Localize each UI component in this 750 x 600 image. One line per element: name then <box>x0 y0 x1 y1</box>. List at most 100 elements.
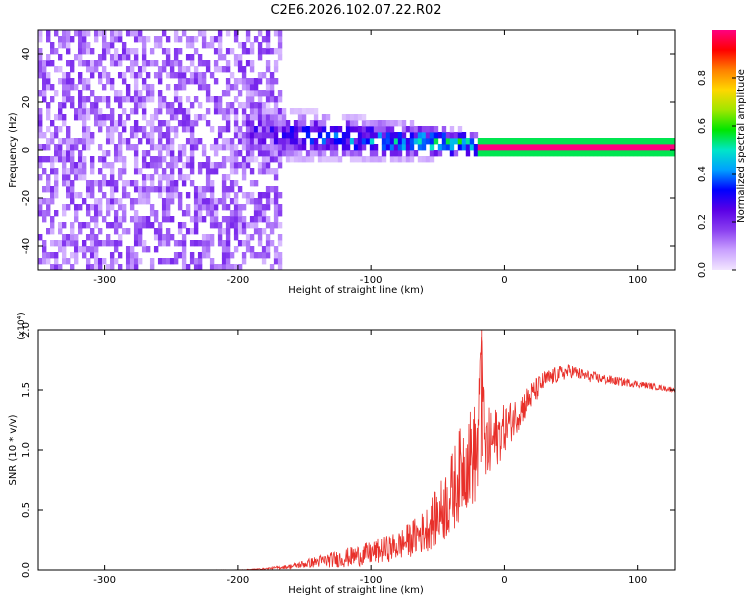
spectrogram-cell <box>361 114 367 121</box>
spectrogram-cell <box>205 210 211 217</box>
spectrogram-cell <box>213 150 219 157</box>
spectrogram-cell <box>189 240 195 247</box>
spectrogram-cell <box>553 144 559 151</box>
spectrogram-cell <box>109 108 115 115</box>
spectrogram-cell <box>273 258 279 265</box>
spectrogram-cell <box>237 186 243 193</box>
spectrogram-cell <box>161 120 167 127</box>
spectrogram-cell <box>193 96 199 103</box>
spectrogram-cell <box>429 156 435 163</box>
spectrogram-cell <box>73 168 79 175</box>
spectrogram-cell <box>113 36 119 43</box>
spectrogram-cell <box>297 126 303 133</box>
spectrogram-cell <box>46 78 51 85</box>
spectrogram-cell <box>101 48 107 55</box>
spectrogram-cell <box>213 60 219 67</box>
spectrogram-cell <box>429 126 435 133</box>
spectrogram-cell <box>185 108 191 115</box>
spectrogram-cell <box>173 252 179 259</box>
spectrogram-cell <box>489 138 495 145</box>
spectrogram-cell <box>61 258 67 265</box>
spectrogram-cell <box>613 150 619 157</box>
spectrogram-cell <box>509 144 515 151</box>
spectrogram-cell <box>165 120 171 127</box>
spectrogram-cell <box>657 144 663 151</box>
spectrogram-cell <box>261 168 267 175</box>
spectrogram-cell <box>221 228 227 235</box>
spectrogram-cell <box>53 144 59 151</box>
spectrogram-cell <box>253 78 259 85</box>
spectrogram-cell <box>165 258 171 265</box>
spectrogram-cell <box>309 150 315 157</box>
spectrogram-cell <box>101 240 107 247</box>
spectrogram-cell <box>541 138 547 145</box>
spectrogram-cell <box>105 96 111 103</box>
spectrogram-cell <box>229 156 235 163</box>
spectrogram-cell <box>77 174 83 181</box>
spectrogram-cell <box>141 96 147 103</box>
spectrogram-cell <box>189 252 195 259</box>
spectrogram-cell <box>137 138 143 145</box>
colorbar-tick-label-1: 0.2 <box>697 214 708 230</box>
spectrogram-cell <box>81 108 87 115</box>
spectrogram-cell <box>213 198 219 205</box>
spectrogram-cell <box>61 156 67 163</box>
spectrogram-cell <box>237 126 243 133</box>
spectrogram-cell <box>185 174 191 181</box>
spectrogram-cell <box>249 222 255 229</box>
spectrogram-cell <box>165 240 171 247</box>
spectrogram-cell <box>205 246 211 253</box>
spectrogram-cell <box>233 78 239 85</box>
spectrogram-cell <box>265 120 271 127</box>
spectrogram-cell <box>181 162 187 169</box>
spectrogram-cell <box>49 240 55 247</box>
spectrogram-cell <box>421 156 427 163</box>
spectrogram-cell <box>241 144 247 151</box>
spectrogram-cell <box>393 144 399 151</box>
spectrogram-cell <box>257 228 263 235</box>
spectrogram-cell <box>105 126 111 133</box>
spectrogram-cell <box>277 42 283 49</box>
spectrogram-cell <box>153 246 159 253</box>
spectrogram-cell <box>353 144 359 151</box>
spectrogram-cell <box>157 144 163 151</box>
spectrogram-cell <box>141 180 147 187</box>
spectrogram-cell <box>661 144 667 151</box>
spectrogram-cell <box>181 174 187 181</box>
spectrogram-cell <box>425 132 431 139</box>
spectrogram-cell <box>185 204 191 211</box>
spectrogram-cell <box>537 144 543 151</box>
spectrogram-cell <box>42 210 47 217</box>
spectrogram-cell <box>209 210 215 217</box>
spectrogram-cell <box>321 156 327 163</box>
spectrogram-cell <box>269 264 275 270</box>
spectrogram-cell <box>189 168 195 175</box>
spectrogram-cell <box>213 48 219 55</box>
spectrogram-cell <box>101 258 107 265</box>
spectrogram-cell <box>317 126 323 133</box>
spectrogram-cell <box>42 72 47 79</box>
spectrogram-cell <box>265 114 271 121</box>
spectrogram-cell <box>173 72 179 79</box>
spectrogram-cell <box>269 126 275 133</box>
spectrogram-cell <box>385 126 391 133</box>
spectrogram-cell <box>109 174 115 181</box>
spectrogram-cell <box>237 240 243 247</box>
spectrogram-cell <box>57 126 63 133</box>
spectrogram-cell <box>269 84 275 91</box>
spectrogram-cell <box>373 132 379 139</box>
spectrogram-cell <box>233 162 239 169</box>
spectrogram-cell <box>49 186 55 193</box>
spectrogram-cell <box>177 168 183 175</box>
spectrogram-cell <box>149 48 155 55</box>
spectrogram-cell <box>153 162 159 169</box>
spectrogram-cell <box>409 126 415 133</box>
spectrogram-cell <box>38 144 43 151</box>
spectrogram-cell <box>425 138 431 145</box>
spectrogram-cell <box>153 114 159 121</box>
spectrogram-cell <box>221 240 227 247</box>
spectrogram-cell <box>441 138 447 145</box>
spectrogram-cell <box>245 192 251 199</box>
spectrogram-cell <box>245 36 251 43</box>
